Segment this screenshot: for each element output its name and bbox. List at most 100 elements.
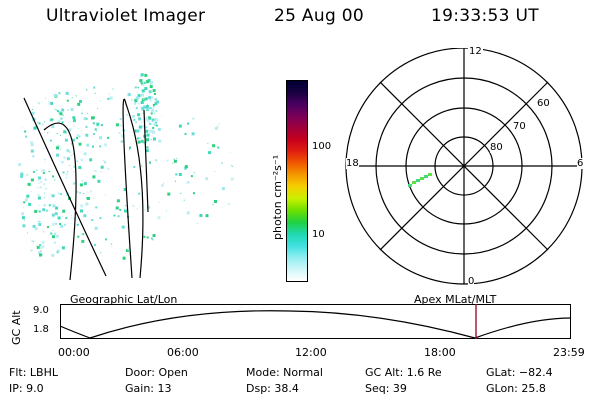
time-label: 19:33:53 UT <box>431 6 539 26</box>
emission-dot <box>31 109 33 110</box>
emission-dot <box>161 116 163 118</box>
emission-dot <box>56 133 58 134</box>
emission-dot <box>37 102 40 105</box>
emission-dot <box>141 113 143 115</box>
emission-dot <box>153 137 156 141</box>
emission-dot <box>147 107 149 109</box>
emission-dot <box>39 253 42 257</box>
emission-dot <box>32 224 36 228</box>
emission-dot <box>60 148 61 150</box>
emission-dot <box>55 109 57 111</box>
emission-dot <box>115 206 119 210</box>
emission-dot <box>149 144 151 146</box>
emission-dot <box>149 85 153 89</box>
emission-dot <box>152 118 155 121</box>
emission-dot <box>143 235 146 238</box>
emission-dot <box>129 146 131 149</box>
mlt-label-0: 0 <box>468 276 475 287</box>
info-door: Door: Open <box>125 366 188 379</box>
emission-dot <box>155 110 158 113</box>
emission-dot <box>43 209 45 211</box>
emission-dot <box>95 206 98 209</box>
emission-dot <box>44 160 46 162</box>
emission-dot <box>104 161 107 164</box>
emission-dot <box>143 142 146 145</box>
emission-dot <box>138 137 141 140</box>
emission-dot <box>61 108 65 112</box>
emission-dot <box>48 170 50 172</box>
emission-dot <box>42 231 44 233</box>
emission-dot <box>33 241 35 243</box>
emission-dot <box>153 110 155 111</box>
emission-dot <box>20 174 24 178</box>
emission-dot <box>121 134 125 137</box>
emission-dot <box>144 97 148 101</box>
emission-dot <box>41 169 45 173</box>
emission-dot <box>91 116 94 120</box>
emission-dot <box>76 160 79 163</box>
emission-dot <box>60 117 63 120</box>
emission-dot <box>150 112 153 115</box>
emission-dot <box>217 146 220 149</box>
emission-dot <box>60 224 64 228</box>
emission-dot <box>152 106 155 109</box>
emission-dot <box>66 149 70 153</box>
emission-dot <box>94 92 96 94</box>
emission-dot <box>94 243 96 246</box>
emission-dot <box>20 172 24 176</box>
emission-dot <box>95 130 97 132</box>
emission-dot <box>232 166 234 167</box>
polar-emission-dot <box>428 173 432 176</box>
emission-dot <box>53 94 57 97</box>
emission-dot <box>37 138 39 140</box>
emission-dot <box>190 175 193 178</box>
emission-dot <box>21 212 25 216</box>
emission-dot <box>140 82 143 85</box>
emission-dot <box>40 180 43 183</box>
emission-dot <box>178 173 182 176</box>
emission-dot <box>107 97 110 100</box>
emission-dot <box>34 209 38 213</box>
emission-dot <box>143 81 146 84</box>
emission-dot <box>52 217 54 219</box>
emission-dot <box>136 107 138 109</box>
emission-dot <box>85 125 88 128</box>
emission-dot <box>180 192 182 194</box>
emission-dot <box>138 87 139 89</box>
emission-dot <box>140 73 144 77</box>
altitude-tick-low: 1.8 <box>33 324 49 335</box>
emission-dot <box>152 126 155 129</box>
emission-dot <box>26 174 28 176</box>
emission-dot <box>61 121 64 124</box>
mlt-label-12: 12 <box>468 46 483 57</box>
emission-dot <box>127 94 129 96</box>
mlat-label-60: 60 <box>537 98 550 109</box>
emission-dot <box>51 194 55 198</box>
emission-dot <box>99 145 102 148</box>
emission-dot <box>51 125 55 129</box>
emission-dot <box>127 93 131 97</box>
emission-dot <box>47 132 49 134</box>
emission-dot <box>50 101 53 105</box>
emission-dot <box>66 132 68 134</box>
emission-dot <box>151 119 154 122</box>
emission-dot <box>207 142 209 144</box>
emission-dot <box>90 190 93 193</box>
emission-dot <box>73 171 74 173</box>
emission-dot <box>70 155 72 157</box>
emission-dot <box>54 212 58 216</box>
emission-dot <box>141 93 144 97</box>
emission-dot <box>78 166 82 169</box>
emission-dot <box>86 89 88 91</box>
emission-dot <box>218 123 220 125</box>
emission-dot <box>50 194 51 196</box>
emission-dot <box>26 194 30 198</box>
emission-dot <box>94 170 97 173</box>
emission-dot <box>126 226 129 229</box>
time-tick-1800: 18:00 <box>424 346 456 359</box>
time-tick-0600: 06:00 <box>167 346 199 359</box>
emission-dot <box>45 97 46 99</box>
emission-dot <box>155 118 159 122</box>
emission-dot <box>86 143 90 147</box>
emission-dot <box>132 114 136 118</box>
